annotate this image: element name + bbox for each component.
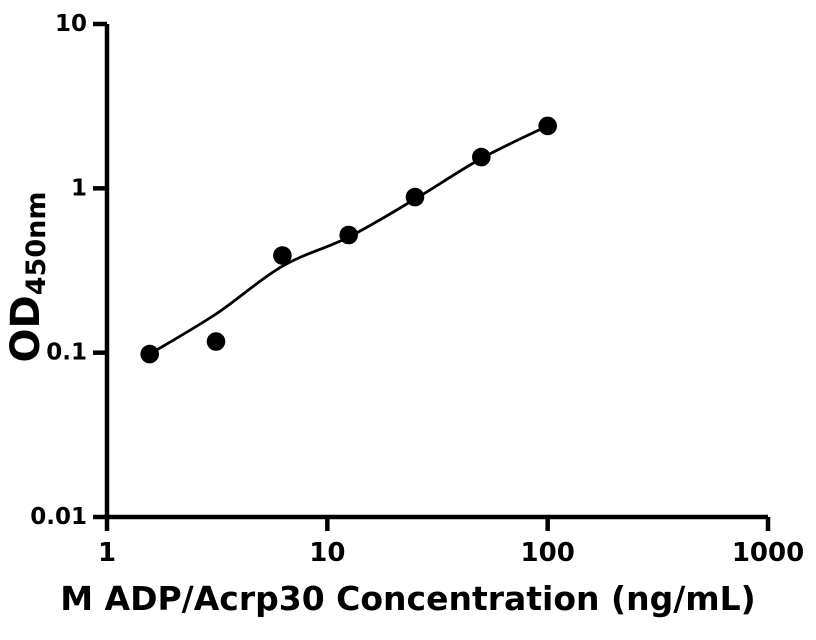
y-tick-label: 0.1 xyxy=(46,340,87,366)
data-point xyxy=(472,147,491,167)
y-axis-title: OD450nm xyxy=(3,191,52,363)
y-tick-label: 1 xyxy=(71,175,87,201)
data-point xyxy=(273,246,292,265)
x-tick-label: 1 xyxy=(98,538,116,568)
data-point xyxy=(140,344,159,364)
x-tick-label: 10 xyxy=(309,538,345,568)
x-tick-label: 100 xyxy=(521,538,575,568)
y-axis-title-sub: 450nm xyxy=(21,191,52,296)
y-tick-label: 10 xyxy=(55,11,87,37)
data-point xyxy=(339,225,359,245)
data-point xyxy=(538,116,557,136)
y-axis-title-main: OD xyxy=(3,295,49,363)
data-point xyxy=(405,187,425,207)
data-point xyxy=(206,332,226,351)
axis-line xyxy=(104,24,768,520)
y-tick-label: 0.01 xyxy=(30,504,87,530)
x-axis-title: M ADP/Acrp30 Concentration (ng/mL) xyxy=(60,579,756,618)
x-tick-label: 1000 xyxy=(732,538,804,568)
